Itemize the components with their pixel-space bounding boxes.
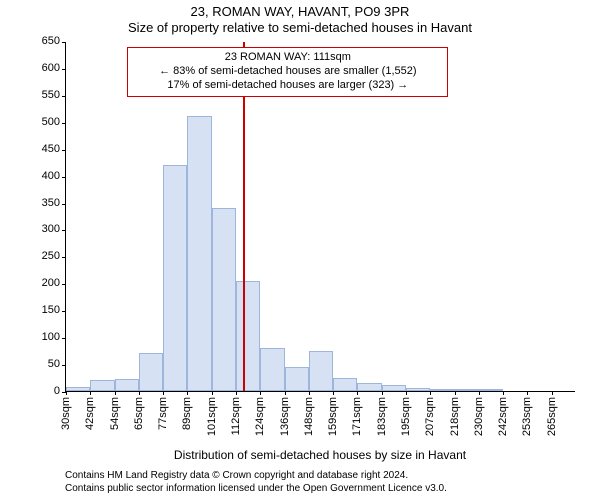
histogram-bar <box>139 353 163 391</box>
histogram-bar <box>187 116 211 391</box>
y-tick-mark <box>62 42 66 43</box>
x-tick-label: 253sqm <box>521 391 533 436</box>
y-tick-mark <box>62 177 66 178</box>
footer-line-1: Contains HM Land Registry data © Crown c… <box>65 470 447 483</box>
chart-titles: 23, ROMAN WAY, HAVANT, PO9 3PR Size of p… <box>0 4 600 35</box>
title-line-1: 23, ROMAN WAY, HAVANT, PO9 3PR <box>0 4 600 20</box>
x-tick-label: 242sqm <box>497 391 509 436</box>
histogram-bar <box>236 281 260 391</box>
histogram-bar <box>115 379 139 391</box>
x-tick-label: 77sqm <box>157 391 169 430</box>
x-tick-label: 183sqm <box>376 391 388 436</box>
histogram-bar <box>260 348 284 391</box>
histogram-bar <box>357 383 381 391</box>
plot-area: 0501001502002503003504004505005506006503… <box>65 42 575 392</box>
histogram-bar <box>333 378 357 391</box>
y-tick-mark <box>62 338 66 339</box>
x-tick-label: 136sqm <box>279 391 291 436</box>
chart-container: 23, ROMAN WAY, HAVANT, PO9 3PR Size of p… <box>0 0 600 500</box>
histogram-bar <box>163 165 187 391</box>
x-tick-label: 30sqm <box>60 391 72 430</box>
annotation-line-2: ← 83% of semi-detached houses are smalle… <box>134 65 441 79</box>
x-tick-label: 265sqm <box>546 391 558 436</box>
histogram-bar <box>309 351 333 391</box>
histogram-bar <box>90 380 114 391</box>
x-tick-label: 42sqm <box>84 391 96 430</box>
x-tick-label: 171sqm <box>351 391 363 436</box>
x-tick-label: 112sqm <box>230 391 242 435</box>
y-tick-mark <box>62 123 66 124</box>
x-tick-label: 218sqm <box>449 391 461 436</box>
y-tick-mark <box>62 284 66 285</box>
title-line-2: Size of property relative to semi-detach… <box>0 20 600 36</box>
footer-line-2: Contains public sector information licen… <box>65 483 447 496</box>
x-tick-label: 207sqm <box>424 391 436 436</box>
x-tick-label: 54sqm <box>109 391 121 430</box>
x-tick-label: 89sqm <box>181 391 193 430</box>
x-tick-label: 148sqm <box>303 391 315 436</box>
y-tick-mark <box>62 230 66 231</box>
y-tick-mark <box>62 69 66 70</box>
x-tick-label: 124sqm <box>254 391 266 436</box>
y-tick-mark <box>62 257 66 258</box>
x-tick-label: 159sqm <box>327 391 339 436</box>
y-tick-label: 650 <box>42 35 66 47</box>
annotation-line-3: 17% of semi-detached houses are larger (… <box>134 79 441 93</box>
histogram-bar <box>285 367 309 391</box>
x-tick-label: 65sqm <box>133 391 145 430</box>
y-tick-mark <box>62 150 66 151</box>
x-axis-label: Distribution of semi-detached houses by … <box>65 448 575 462</box>
annotation-line-1: 23 ROMAN WAY: 111sqm <box>134 51 441 65</box>
x-tick-label: 230sqm <box>473 391 485 436</box>
histogram-bar <box>212 208 236 391</box>
y-tick-mark <box>62 365 66 366</box>
y-tick-mark <box>62 204 66 205</box>
x-tick-label: 101sqm <box>206 391 218 436</box>
y-tick-mark <box>62 96 66 97</box>
footer-attribution: Contains HM Land Registry data © Crown c… <box>65 470 447 495</box>
annotation-box: 23 ROMAN WAY: 111sqm← 83% of semi-detach… <box>127 47 448 96</box>
y-tick-mark <box>62 311 66 312</box>
x-tick-label: 195sqm <box>400 391 412 436</box>
